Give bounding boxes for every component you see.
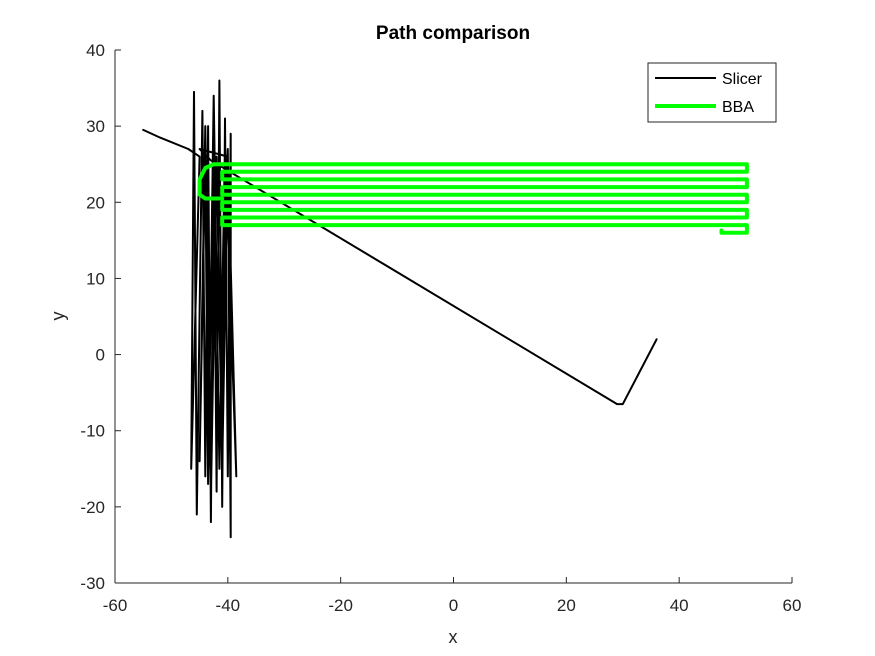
legend-label-slicer: Slicer [722, 71, 763, 88]
y-tick-label: 30 [86, 117, 105, 136]
series-line-bba [220, 162, 749, 235]
y-tick-label: -10 [80, 422, 105, 441]
y-tick-label: -20 [80, 498, 105, 517]
tick-labels: -60 -40 -20 0 20 40 60 -30 -20 -10 0 10 20 30 40 [80, 41, 801, 615]
axes [114, 49, 793, 584]
y-tick-label: 40 [86, 41, 105, 60]
series-line-slicer [142, 79, 658, 539]
y-axis-label: y [48, 312, 68, 321]
x-tick-label: 40 [670, 596, 689, 615]
x-axis-label: x [449, 627, 458, 647]
y-tick-label: 20 [86, 193, 105, 212]
x-tick-label: 60 [783, 596, 802, 615]
legend-label-bba: BBA [722, 99, 754, 116]
x-tick-label: 0 [449, 596, 458, 615]
legend: Slicer BBA [647, 62, 777, 123]
x-tick-label: 20 [557, 596, 576, 615]
chart-title: Path comparison [376, 23, 530, 44]
x-tick-label: -20 [328, 596, 353, 615]
x-tick-label: -40 [216, 596, 241, 615]
legend-box [647, 62, 777, 123]
plot-area [142, 79, 749, 539]
y-tick-label: -30 [80, 574, 105, 593]
y-tick-label: 0 [96, 346, 105, 365]
series-line-bba-start [197, 162, 236, 201]
x-tick-label: -60 [103, 596, 128, 615]
y-tick-label: 10 [86, 269, 105, 288]
